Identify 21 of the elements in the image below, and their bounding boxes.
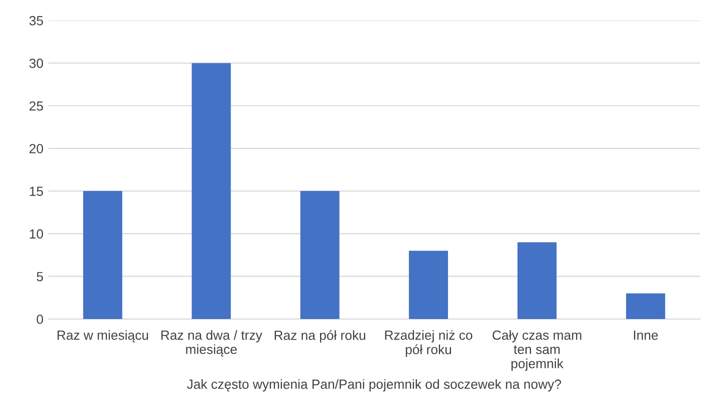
- y-tick-label: 30: [29, 58, 44, 68]
- bar: [300, 191, 340, 320]
- bar: [83, 191, 122, 320]
- y-tick-label: 35: [29, 16, 44, 26]
- bar: [408, 250, 448, 320]
- y-tick-label: 15: [30, 186, 44, 196]
- x-tick-label: Inne: [634, 330, 658, 340]
- x-tick-label: Raz na dwa / trzy miesiące: [161, 330, 262, 357]
- x-tick-label: Cały czas mam ten sam pojemnik: [492, 330, 582, 371]
- x-axis-title: Jak często wymienia Pan/Pani pojemnik od soczewek na nowy?: [186, 379, 562, 392]
- y-tick-label: 20: [30, 144, 44, 154]
- bar: [192, 63, 231, 320]
- x-tick-label: Rzadziej niż co pół roku: [385, 330, 472, 357]
- x-tick-label: Raz na pół roku: [274, 330, 366, 343]
- y-tick-label: 25: [30, 101, 44, 111]
- y-tick-label: 0: [36, 314, 44, 324]
- bar: [517, 242, 557, 320]
- y-tick-label: 10: [30, 229, 44, 239]
- y-tick-label: 5: [36, 272, 43, 282]
- bar: [626, 293, 666, 320]
- x-tick-label: Raz w miesiącu: [58, 330, 148, 342]
